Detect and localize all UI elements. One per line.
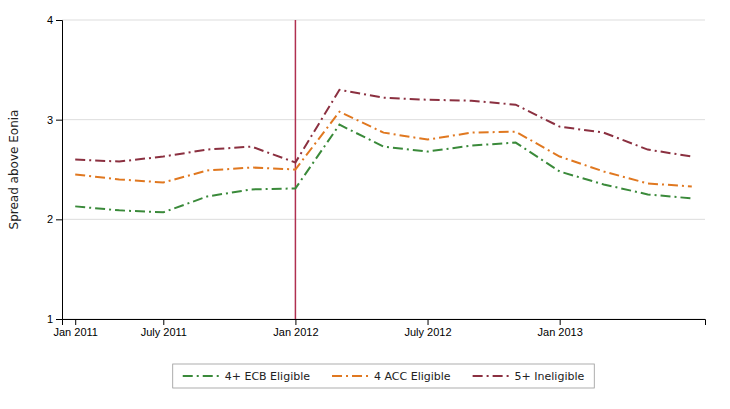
x-tick-label: Jan 2013 <box>538 326 583 338</box>
y-axis: 1 2 3 4 <box>47 14 63 325</box>
x-tick-label: July 2012 <box>404 326 451 338</box>
legend: 4+ ECB Eligible 4 ACC Eligible 5+ Ineligib… <box>173 364 595 388</box>
series-line <box>75 90 692 163</box>
legend-swatch <box>183 375 219 377</box>
x-tick: July 2011 <box>141 319 187 338</box>
x-tick-mark <box>428 319 429 325</box>
y-tick: 2 <box>47 213 62 225</box>
x-tick-mark <box>560 319 561 325</box>
grid-line <box>62 119 705 120</box>
grid <box>62 20 705 319</box>
legend-item: 4+ ECB Eligible <box>183 370 311 383</box>
x-tick: Jan 2013 <box>538 319 583 338</box>
x-tick-mark <box>295 319 296 325</box>
x-tick: Jan 2012 <box>273 319 318 338</box>
y-tick: 1 <box>47 313 62 325</box>
legend-item: 4 ACC Eligible <box>332 370 451 383</box>
x-tick-label: Jan 2011 <box>53 326 97 338</box>
x-tick-label: July 2011 <box>141 326 187 338</box>
y-tick-label: 4 <box>47 14 53 26</box>
x-tick-label: Jan 2012 <box>273 326 318 338</box>
chart: Jan 2011 July 2011 Jan 2012 July 2012 Jan 20… <box>0 0 730 409</box>
y-tick-mark <box>56 20 62 21</box>
y-axis-title: Spread above Eonia <box>7 110 21 230</box>
legend-swatch <box>332 375 368 377</box>
marks <box>75 20 692 319</box>
y-tick-label: 3 <box>47 114 53 126</box>
legend-frame <box>173 364 595 388</box>
series-line <box>75 112 692 187</box>
grid-line <box>62 219 705 220</box>
legend-item: 5+ Ineligible <box>473 370 585 383</box>
series-line <box>75 125 692 213</box>
x-axis: Jan 2011 July 2011 Jan 2012 July 2012 Jan 20… <box>53 319 705 338</box>
x-tick: July 2012 <box>404 319 451 338</box>
y-tick-mark <box>56 319 62 320</box>
legend-label: 4+ ECB Eligible <box>225 370 311 383</box>
y-axis-line <box>56 21 63 320</box>
y-tick-mark <box>56 120 62 121</box>
x-axis-line <box>63 320 706 326</box>
x-tick: Jan 2011 <box>53 319 97 338</box>
y-tick: 3 <box>47 114 62 126</box>
x-tick-mark <box>163 319 164 325</box>
grid-line <box>62 20 705 21</box>
x-tick-mark <box>75 319 76 325</box>
legend-label: 5+ Ineligible <box>515 370 585 383</box>
y-tick: 4 <box>47 14 62 26</box>
legend-label: 4 ACC Eligible <box>374 370 451 383</box>
plot-area: Jan 2011 July 2011 Jan 2012 July 2012 Jan 20… <box>47 14 706 338</box>
y-tick-mark <box>56 219 62 220</box>
legend-swatch <box>473 375 509 377</box>
y-tick-label: 1 <box>47 313 53 325</box>
y-tick-label: 2 <box>47 213 53 225</box>
